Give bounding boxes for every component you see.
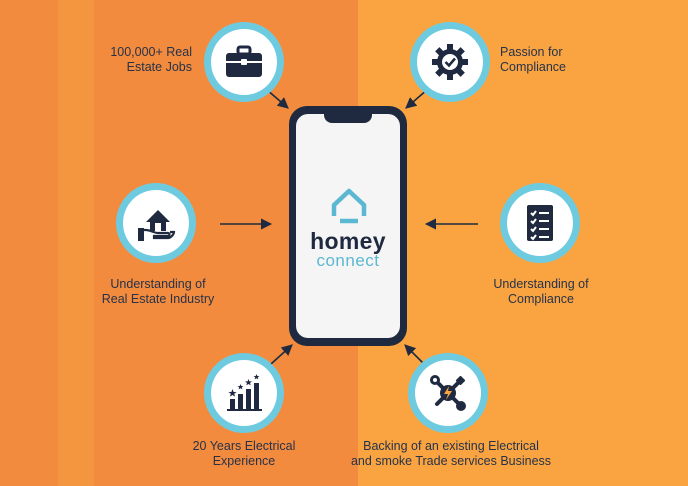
feature-label-trade-services: Backing of an existing Electrical and sm… (344, 439, 558, 469)
feature-circle-real-estate-jobs (204, 22, 284, 102)
background-stripe (58, 0, 94, 486)
label-line: 100,000+ Real (110, 45, 192, 59)
label-line: Backing of an existing Electrical (363, 439, 539, 453)
checklist-icon (527, 205, 553, 241)
brand-name-line2: connect (316, 251, 380, 270)
label-line: Estate Jobs (126, 60, 192, 74)
arrow-bottom-left (270, 344, 293, 365)
feature-circle-understanding-compliance (500, 183, 580, 263)
label-line: Compliance (507, 292, 574, 306)
brand-name-line1: homey (310, 228, 386, 254)
feature-label-real-estate-jobs: 100,000+ Real Estate Jobs (88, 45, 192, 75)
label-line: Understanding of (110, 277, 206, 291)
label-line: Real Estate Industry (101, 292, 215, 306)
label-line: and smoke Trade services Business (350, 454, 552, 468)
phone-mockup: homey connect (289, 106, 407, 346)
label-line: Experience (212, 454, 276, 468)
feature-circle-real-estate-industry (116, 183, 196, 263)
feature-label-electrical-experience: 20 Years Electrical Experience (186, 439, 302, 469)
phone-notch (324, 114, 372, 123)
briefcase-icon (226, 45, 262, 77)
house-logo-icon (330, 188, 368, 224)
label-line: Understanding of (493, 277, 589, 291)
feature-circle-electrical-experience (204, 353, 284, 433)
electrical-tools-icon (430, 375, 466, 411)
feature-circle-trade-services (408, 353, 488, 433)
gear-check-icon (432, 44, 468, 80)
growth-chart-icon (227, 374, 262, 411)
house-in-hand-icon (138, 210, 176, 241)
label-line: 20 Years Electrical (192, 439, 296, 453)
feature-label-understanding-compliance: Understanding of Compliance (478, 277, 604, 307)
label-line: Compliance (500, 60, 567, 74)
feature-label-passion-compliance: Passion for Compliance (500, 45, 566, 75)
feature-label-real-estate-industry: Understanding of Real Estate Industry (96, 277, 220, 307)
label-line: Passion for (500, 45, 563, 59)
feature-circle-passion-compliance (410, 22, 490, 102)
arrow-bottom-right (404, 344, 425, 365)
phone-screen: homey connect (296, 114, 400, 338)
